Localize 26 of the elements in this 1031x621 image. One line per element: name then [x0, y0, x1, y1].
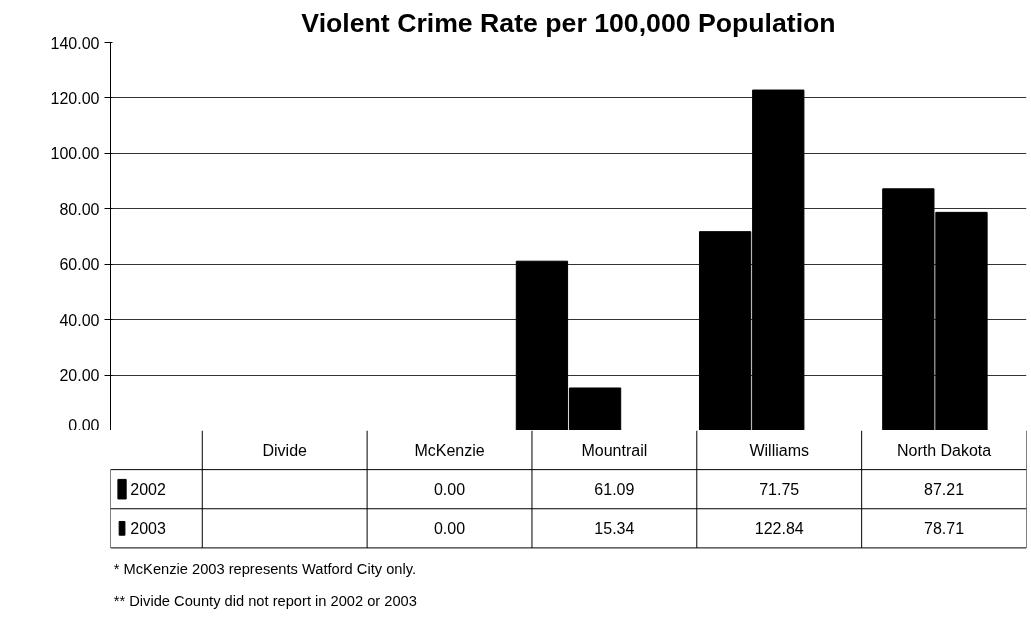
legend-label: 2002 [130, 481, 166, 499]
data-label: 15.34 [594, 520, 635, 538]
x-tick-label: North Dakota [896, 441, 992, 459]
y-tick-label: 100.00 [50, 145, 100, 163]
data-label: 61.09 [594, 481, 635, 499]
data-label: 87.21 [924, 481, 965, 499]
text: ** Divide County did not report in 2002 or 2003 [113, 592, 417, 609]
y-tick-label: 60.00 [59, 256, 100, 274]
x-tick-label: Williams [749, 441, 810, 459]
data-label: 71.75 [759, 481, 800, 499]
chart-title: Violent Crime Rate per 100,000 Population [301, 7, 836, 38]
y-tick-label: 20.00 [59, 367, 100, 385]
y-tick-label: 120.00 [50, 89, 100, 107]
x-tick-label: McKenzie [414, 441, 485, 459]
y-tick-label: 0.00 [68, 416, 100, 434]
data-label: 78.71 [924, 520, 965, 538]
text: * McKenzie 2003 represents Watford City only. [113, 561, 417, 578]
data-label: 0.00 [433, 481, 466, 499]
y-tick-label: 140.00 [50, 34, 100, 52]
y-tick-label: 80.00 [59, 200, 100, 218]
x-tick-label: Divide [262, 441, 308, 459]
data-label: 0.00 [433, 520, 466, 538]
x-tick-label: Mountrail [581, 441, 648, 459]
legend-label: 2003 [130, 520, 166, 538]
data-label: 122.84 [754, 520, 804, 538]
y-tick-label: 40.00 [59, 311, 100, 329]
